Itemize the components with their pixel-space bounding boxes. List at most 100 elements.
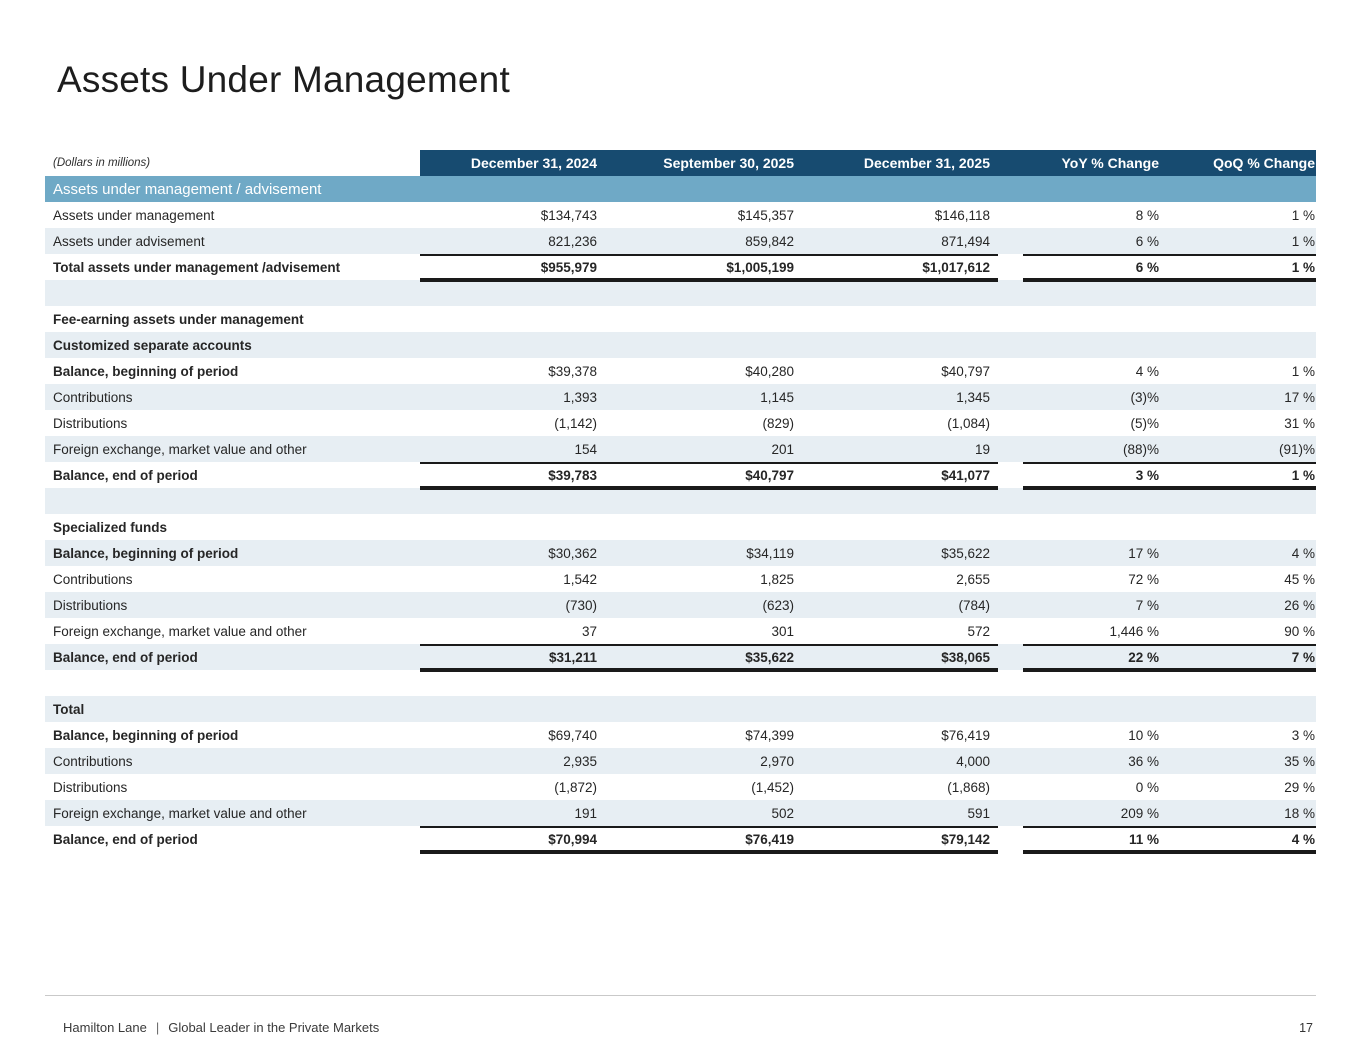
percent-cell: 29 % bbox=[1284, 779, 1315, 795]
value-cell: 821,236 bbox=[548, 233, 597, 249]
percent-cell: (3)% bbox=[1130, 389, 1159, 405]
value-cell: 19 bbox=[974, 441, 990, 457]
value-cells-group: 37 301 572 bbox=[420, 618, 998, 644]
table-row: Contributions 2,935 2,970 4,000 36 % 35 % bbox=[45, 748, 1316, 774]
row-label: Contributions bbox=[53, 571, 133, 587]
column-gap bbox=[998, 488, 1023, 514]
value-cells-group: $39,783 $40,797 $41,077 bbox=[420, 462, 998, 490]
value-cell: 1,825 bbox=[760, 571, 794, 587]
value-cells-group: $30,362 $34,119 $35,622 bbox=[420, 540, 998, 566]
table-header-band: December 31, 2024 September 30, 2025 Dec… bbox=[420, 150, 1316, 176]
percent-cell: 7 % bbox=[1135, 597, 1159, 613]
value-cell: (1,868) bbox=[947, 779, 990, 795]
percent-cell: 1,446 % bbox=[1109, 623, 1159, 639]
row-label: Balance, end of period bbox=[53, 467, 198, 483]
percent-cell: 31 % bbox=[1284, 415, 1315, 431]
value-cell: $76,419 bbox=[941, 727, 990, 743]
row-label: Contributions bbox=[53, 389, 133, 405]
value-cell: $1,005,199 bbox=[726, 259, 794, 275]
column-gap bbox=[998, 410, 1023, 436]
table-row: Distributions (1,872) (1,452) (1,868) 0 % 29 … bbox=[45, 774, 1316, 800]
value-cells-group bbox=[420, 332, 998, 358]
section-band-title: Assets under management / advisement bbox=[53, 180, 322, 198]
value-cells-group bbox=[420, 280, 998, 306]
value-cell: $134,743 bbox=[540, 207, 597, 223]
value-cell: 502 bbox=[771, 805, 794, 821]
value-cell: (1,142) bbox=[554, 415, 597, 431]
value-cell: (1,452) bbox=[751, 779, 794, 795]
percent-cell: 11 % bbox=[1128, 831, 1159, 847]
value-cell: $40,797 bbox=[745, 467, 794, 483]
value-cell: $1,017,612 bbox=[922, 259, 990, 275]
section-header-row: Fee-earning assets under management bbox=[45, 306, 1316, 332]
percent-cells-group bbox=[1023, 696, 1316, 722]
column-gap bbox=[998, 722, 1023, 748]
row-label: Foreign exchange, market value and other bbox=[53, 805, 307, 821]
percent-cell: 72 % bbox=[1128, 571, 1159, 587]
value-cell: 154 bbox=[574, 441, 597, 457]
value-cell: (730) bbox=[565, 597, 597, 613]
column-gap bbox=[998, 228, 1023, 254]
percent-cells-group bbox=[1023, 280, 1316, 306]
row-label: Fee-earning assets under management bbox=[53, 311, 304, 327]
percent-cell: 3 % bbox=[1291, 727, 1315, 743]
column-gap bbox=[998, 306, 1023, 332]
column-gap bbox=[998, 566, 1023, 592]
value-cells-group: 821,236 859,842 871,494 bbox=[420, 228, 998, 254]
value-cell: 591 bbox=[967, 805, 990, 821]
value-cells-group: 1,542 1,825 2,655 bbox=[420, 566, 998, 592]
column-gap bbox=[998, 774, 1023, 800]
percent-cell: 17 % bbox=[1284, 389, 1315, 405]
percent-cell: 18 % bbox=[1284, 805, 1315, 821]
percent-cells-group bbox=[1023, 670, 1316, 696]
percent-cells-group: 4 % 1 % bbox=[1023, 358, 1316, 384]
percent-cell: 6 % bbox=[1135, 259, 1159, 275]
value-cell: 1,542 bbox=[563, 571, 597, 587]
row-label: Balance, beginning of period bbox=[53, 727, 239, 743]
table-row: Balance, end of period $31,211 $35,622 $38,… bbox=[45, 644, 1316, 672]
footer-tagline: Global Leader in the Private Markets bbox=[168, 1020, 380, 1035]
percent-cell: 8 % bbox=[1135, 207, 1159, 223]
units-note: (Dollars in millions) bbox=[53, 157, 151, 169]
percent-cell: 1 % bbox=[1291, 259, 1315, 275]
percent-cell: 45 % bbox=[1284, 571, 1315, 587]
table-row: Balance, beginning of period $69,740 $74,3… bbox=[45, 722, 1316, 748]
percent-cell: (91)% bbox=[1278, 441, 1315, 457]
table-row: Contributions 1,542 1,825 2,655 72 % 45 % bbox=[45, 566, 1316, 592]
column-gap bbox=[998, 462, 1023, 488]
column-gap bbox=[998, 384, 1023, 410]
value-cell: $76,419 bbox=[745, 831, 794, 847]
value-cell: (623) bbox=[762, 597, 794, 613]
value-cell: (784) bbox=[958, 597, 990, 613]
value-cell: $39,378 bbox=[548, 363, 597, 379]
footer-separator: | bbox=[155, 1020, 160, 1035]
value-cells-group: $955,979 $1,005,199 $1,017,612 bbox=[420, 254, 998, 282]
value-cell: (1,084) bbox=[947, 415, 990, 431]
value-cells-group: $69,740 $74,399 $76,419 bbox=[420, 722, 998, 748]
aum-table: (Dollars in millions) December 31, 2024 … bbox=[45, 150, 1316, 854]
spacer-row bbox=[45, 670, 1316, 696]
percent-cells-group: 209 % 18 % bbox=[1023, 800, 1316, 826]
row-label: Customized separate accounts bbox=[53, 337, 252, 353]
page-number: 17 bbox=[1299, 1021, 1313, 1035]
row-label: Foreign exchange, market value and other bbox=[53, 623, 307, 639]
column-gap bbox=[998, 332, 1023, 358]
value-cell: $31,211 bbox=[548, 649, 597, 665]
row-label: Foreign exchange, market value and other bbox=[53, 441, 307, 457]
spacer-row bbox=[45, 280, 1316, 306]
column-gap bbox=[998, 644, 1023, 670]
table-row: Foreign exchange, market value and other… bbox=[45, 618, 1316, 644]
table-row: Foreign exchange, market value and other… bbox=[45, 800, 1316, 826]
column-gap bbox=[998, 540, 1023, 566]
percent-cell: 1 % bbox=[1291, 207, 1315, 223]
value-cells-group: 2,935 2,970 4,000 bbox=[420, 748, 998, 774]
value-cells-group: 191 502 591 bbox=[420, 800, 998, 826]
percent-cell: 0 % bbox=[1135, 779, 1159, 795]
value-cells-group: (1,142) (829) (1,084) bbox=[420, 410, 998, 436]
row-label: Specialized funds bbox=[53, 519, 168, 535]
table-row: Contributions 1,393 1,145 1,345 (3)% 17 % bbox=[45, 384, 1316, 410]
row-label: Balance, beginning of period bbox=[53, 545, 239, 561]
value-cells-group: $31,211 $35,622 $38,065 bbox=[420, 644, 998, 672]
row-label: Total assets under management /advisemen… bbox=[53, 259, 341, 275]
percent-cell: 7 % bbox=[1291, 649, 1315, 665]
